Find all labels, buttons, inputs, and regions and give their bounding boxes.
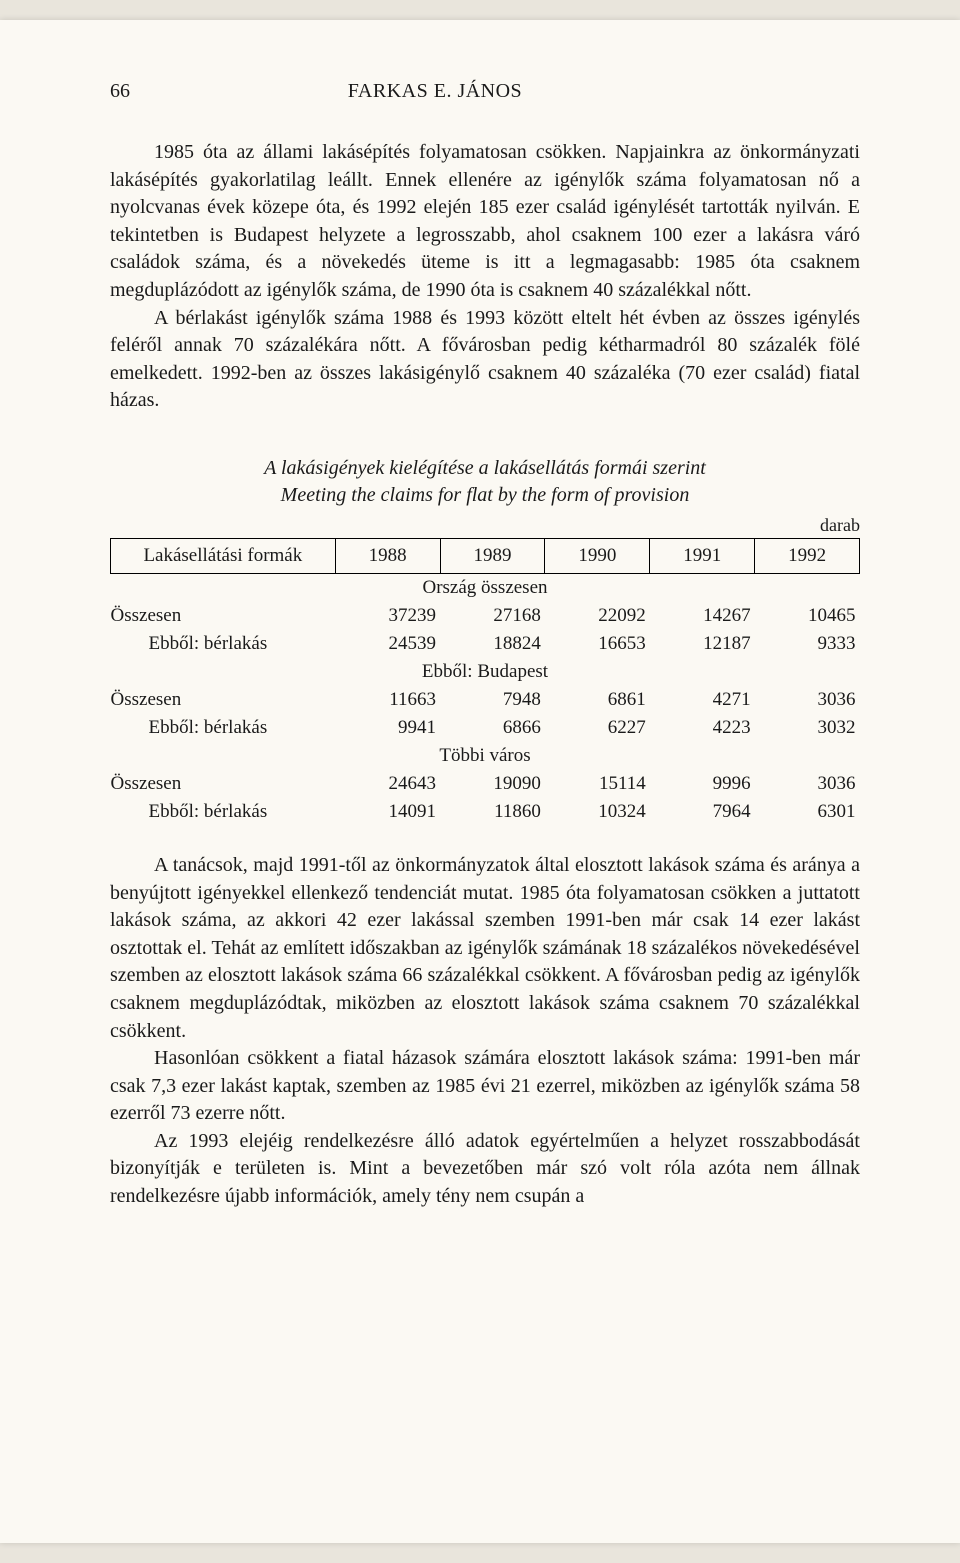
section-heading: Többi város xyxy=(111,742,860,770)
cell: 6301 xyxy=(755,798,860,826)
cell: 9333 xyxy=(755,630,860,658)
cell: 9941 xyxy=(335,714,440,742)
table-row: Összesen 24643 19090 15114 9996 3036 xyxy=(111,770,860,798)
col-header-year: 1992 xyxy=(755,538,860,573)
cell: 22092 xyxy=(545,602,650,630)
cell: 10324 xyxy=(545,798,650,826)
table-row: Összesen 11663 7948 6861 4271 3036 xyxy=(111,686,860,714)
col-header-year: 1988 xyxy=(335,538,440,573)
cell: 16653 xyxy=(545,630,650,658)
cell: 14267 xyxy=(650,602,755,630)
page: 66 FARKAS E. JÁNOS 66 1985 óta az állami… xyxy=(0,20,960,1543)
cell: 9996 xyxy=(650,770,755,798)
cell: 14091 xyxy=(335,798,440,826)
row-label: Ebből: bérlakás xyxy=(111,798,336,826)
cell: 24539 xyxy=(335,630,440,658)
section-heading: Ebből: Budapest xyxy=(111,658,860,686)
body-text-top: 1985 óta az állami lakásépítés folyamato… xyxy=(110,139,860,415)
page-number: 66 xyxy=(110,80,130,103)
cell: 3032 xyxy=(755,714,860,742)
cell: 27168 xyxy=(440,602,545,630)
section-heading-row: Ország összesen xyxy=(111,573,860,602)
col-header-year: 1989 xyxy=(440,538,545,573)
cell: 12187 xyxy=(650,630,755,658)
row-label: Összesen xyxy=(111,770,336,798)
body-text-bottom: A tanácsok, majd 1991-től az önkormányza… xyxy=(110,852,860,1211)
paragraph-5: Az 1993 elejéig rendelkezésre álló adato… xyxy=(110,1128,860,1211)
row-label: Összesen xyxy=(111,686,336,714)
cell: 7964 xyxy=(650,798,755,826)
cell: 7948 xyxy=(440,686,545,714)
data-table: Lakásellátási formák 1988 1989 1990 1991… xyxy=(110,538,860,826)
cell: 11663 xyxy=(335,686,440,714)
cell: 24643 xyxy=(335,770,440,798)
paragraph-2: A bérlakást igénylők száma 1988 és 1993 … xyxy=(110,305,860,415)
cell: 6227 xyxy=(545,714,650,742)
table-title-en: Meeting the claims for flat by the form … xyxy=(110,482,860,509)
cell: 15114 xyxy=(545,770,650,798)
table-head: Lakásellátási formák 1988 1989 1990 1991… xyxy=(111,538,860,573)
paragraph-3: A tanácsok, majd 1991-től az önkormányza… xyxy=(110,852,860,1045)
cell: 4271 xyxy=(650,686,755,714)
table-title-hu: A lakásigények kielégítése a lakásellátá… xyxy=(110,455,860,482)
row-label: Összesen xyxy=(111,602,336,630)
table-body: Ország összesen Összesen 37239 27168 220… xyxy=(111,573,860,826)
section-heading-row: Többi város xyxy=(111,742,860,770)
cell: 6866 xyxy=(440,714,545,742)
cell: 11860 xyxy=(440,798,545,826)
col-header-label: Lakásellátási formák xyxy=(111,538,336,573)
section-heading-row: Ebből: Budapest xyxy=(111,658,860,686)
cell: 4223 xyxy=(650,714,755,742)
cell: 18824 xyxy=(440,630,545,658)
cell: 37239 xyxy=(335,602,440,630)
paragraph-4: Hasonlóan csökkent a fiatal házasok szám… xyxy=(110,1045,860,1128)
cell: 6861 xyxy=(545,686,650,714)
table-row: Ebből: bérlakás 9941 6866 6227 4223 3032 xyxy=(111,714,860,742)
cell: 19090 xyxy=(440,770,545,798)
row-label: Ebből: bérlakás xyxy=(111,630,336,658)
table-unit: darab xyxy=(110,515,860,536)
paragraph-1: 1985 óta az állami lakásépítés folyamato… xyxy=(110,139,860,305)
cell: 10465 xyxy=(755,602,860,630)
cell: 3036 xyxy=(755,686,860,714)
col-header-year: 1990 xyxy=(545,538,650,573)
col-header-year: 1991 xyxy=(650,538,755,573)
section-heading: Ország összesen xyxy=(111,573,860,602)
table-row: Ebből: bérlakás 24539 18824 16653 12187 … xyxy=(111,630,860,658)
table-row: Ebből: bérlakás 14091 11860 10324 7964 6… xyxy=(111,798,860,826)
page-header: 66 FARKAS E. JÁNOS 66 xyxy=(110,80,860,103)
cell: 3036 xyxy=(755,770,860,798)
table-header-row: Lakásellátási formák 1988 1989 1990 1991… xyxy=(111,538,860,573)
author-name: FARKAS E. JÁNOS xyxy=(348,80,522,103)
table-row: Összesen 37239 27168 22092 14267 10465 xyxy=(111,602,860,630)
row-label: Ebből: bérlakás xyxy=(111,714,336,742)
